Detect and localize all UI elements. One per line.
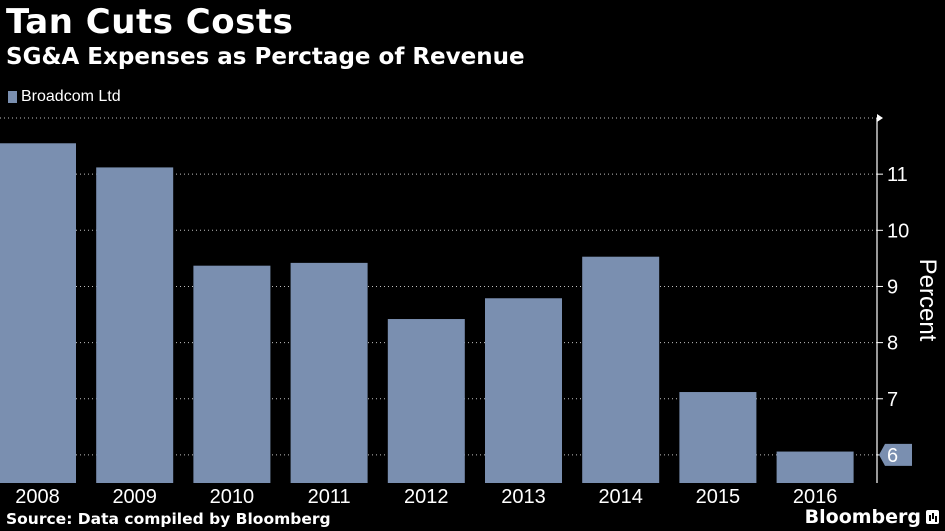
x-tick-label: 2013 (501, 486, 546, 508)
x-tick-label: 2015 (696, 486, 741, 508)
bar (387, 319, 465, 483)
chart-title: Tan Cuts Costs (6, 2, 294, 42)
y-axis-arrow (877, 114, 883, 122)
bar (96, 167, 174, 483)
x-tick-label: 2011 (308, 486, 351, 508)
y-tick-label: 7 (887, 389, 898, 411)
last-value-marker (879, 443, 912, 466)
bar (776, 451, 854, 483)
bar (193, 265, 271, 483)
bar (290, 262, 368, 483)
y-axis-label: Percent (914, 259, 941, 342)
y-tick-label: 11 (887, 164, 908, 186)
bar (485, 298, 562, 483)
x-tick-label: 2012 (404, 486, 449, 508)
bar (0, 143, 76, 483)
legend-label: Broadcom Ltd (21, 88, 121, 105)
y-tick-label: 8 (887, 333, 898, 355)
x-tick-label: 2016 (793, 486, 838, 508)
chart-subtitle: SG&A Expenses as Perctage of Revenue (6, 44, 525, 70)
bar (582, 256, 660, 483)
x-tick-label: 2009 (112, 486, 157, 508)
legend-swatch (8, 91, 17, 103)
bar (679, 392, 757, 483)
source-note: Source: Data compiled by Bloomberg (6, 510, 331, 528)
x-tick-label: 2014 (598, 486, 643, 508)
y-tick-label: 9 (887, 276, 898, 298)
brand-logo: Bloomberg (805, 506, 939, 528)
brand-name: Bloomberg (804, 506, 921, 528)
x-tick-label: 2008 (15, 486, 60, 508)
chart-icon (926, 510, 939, 524)
y-tick-label: 10 (887, 220, 909, 242)
last-value-label: 6 (887, 445, 898, 467)
x-tick-label: 2010 (210, 486, 255, 508)
legend: Broadcom Ltd (8, 88, 121, 106)
